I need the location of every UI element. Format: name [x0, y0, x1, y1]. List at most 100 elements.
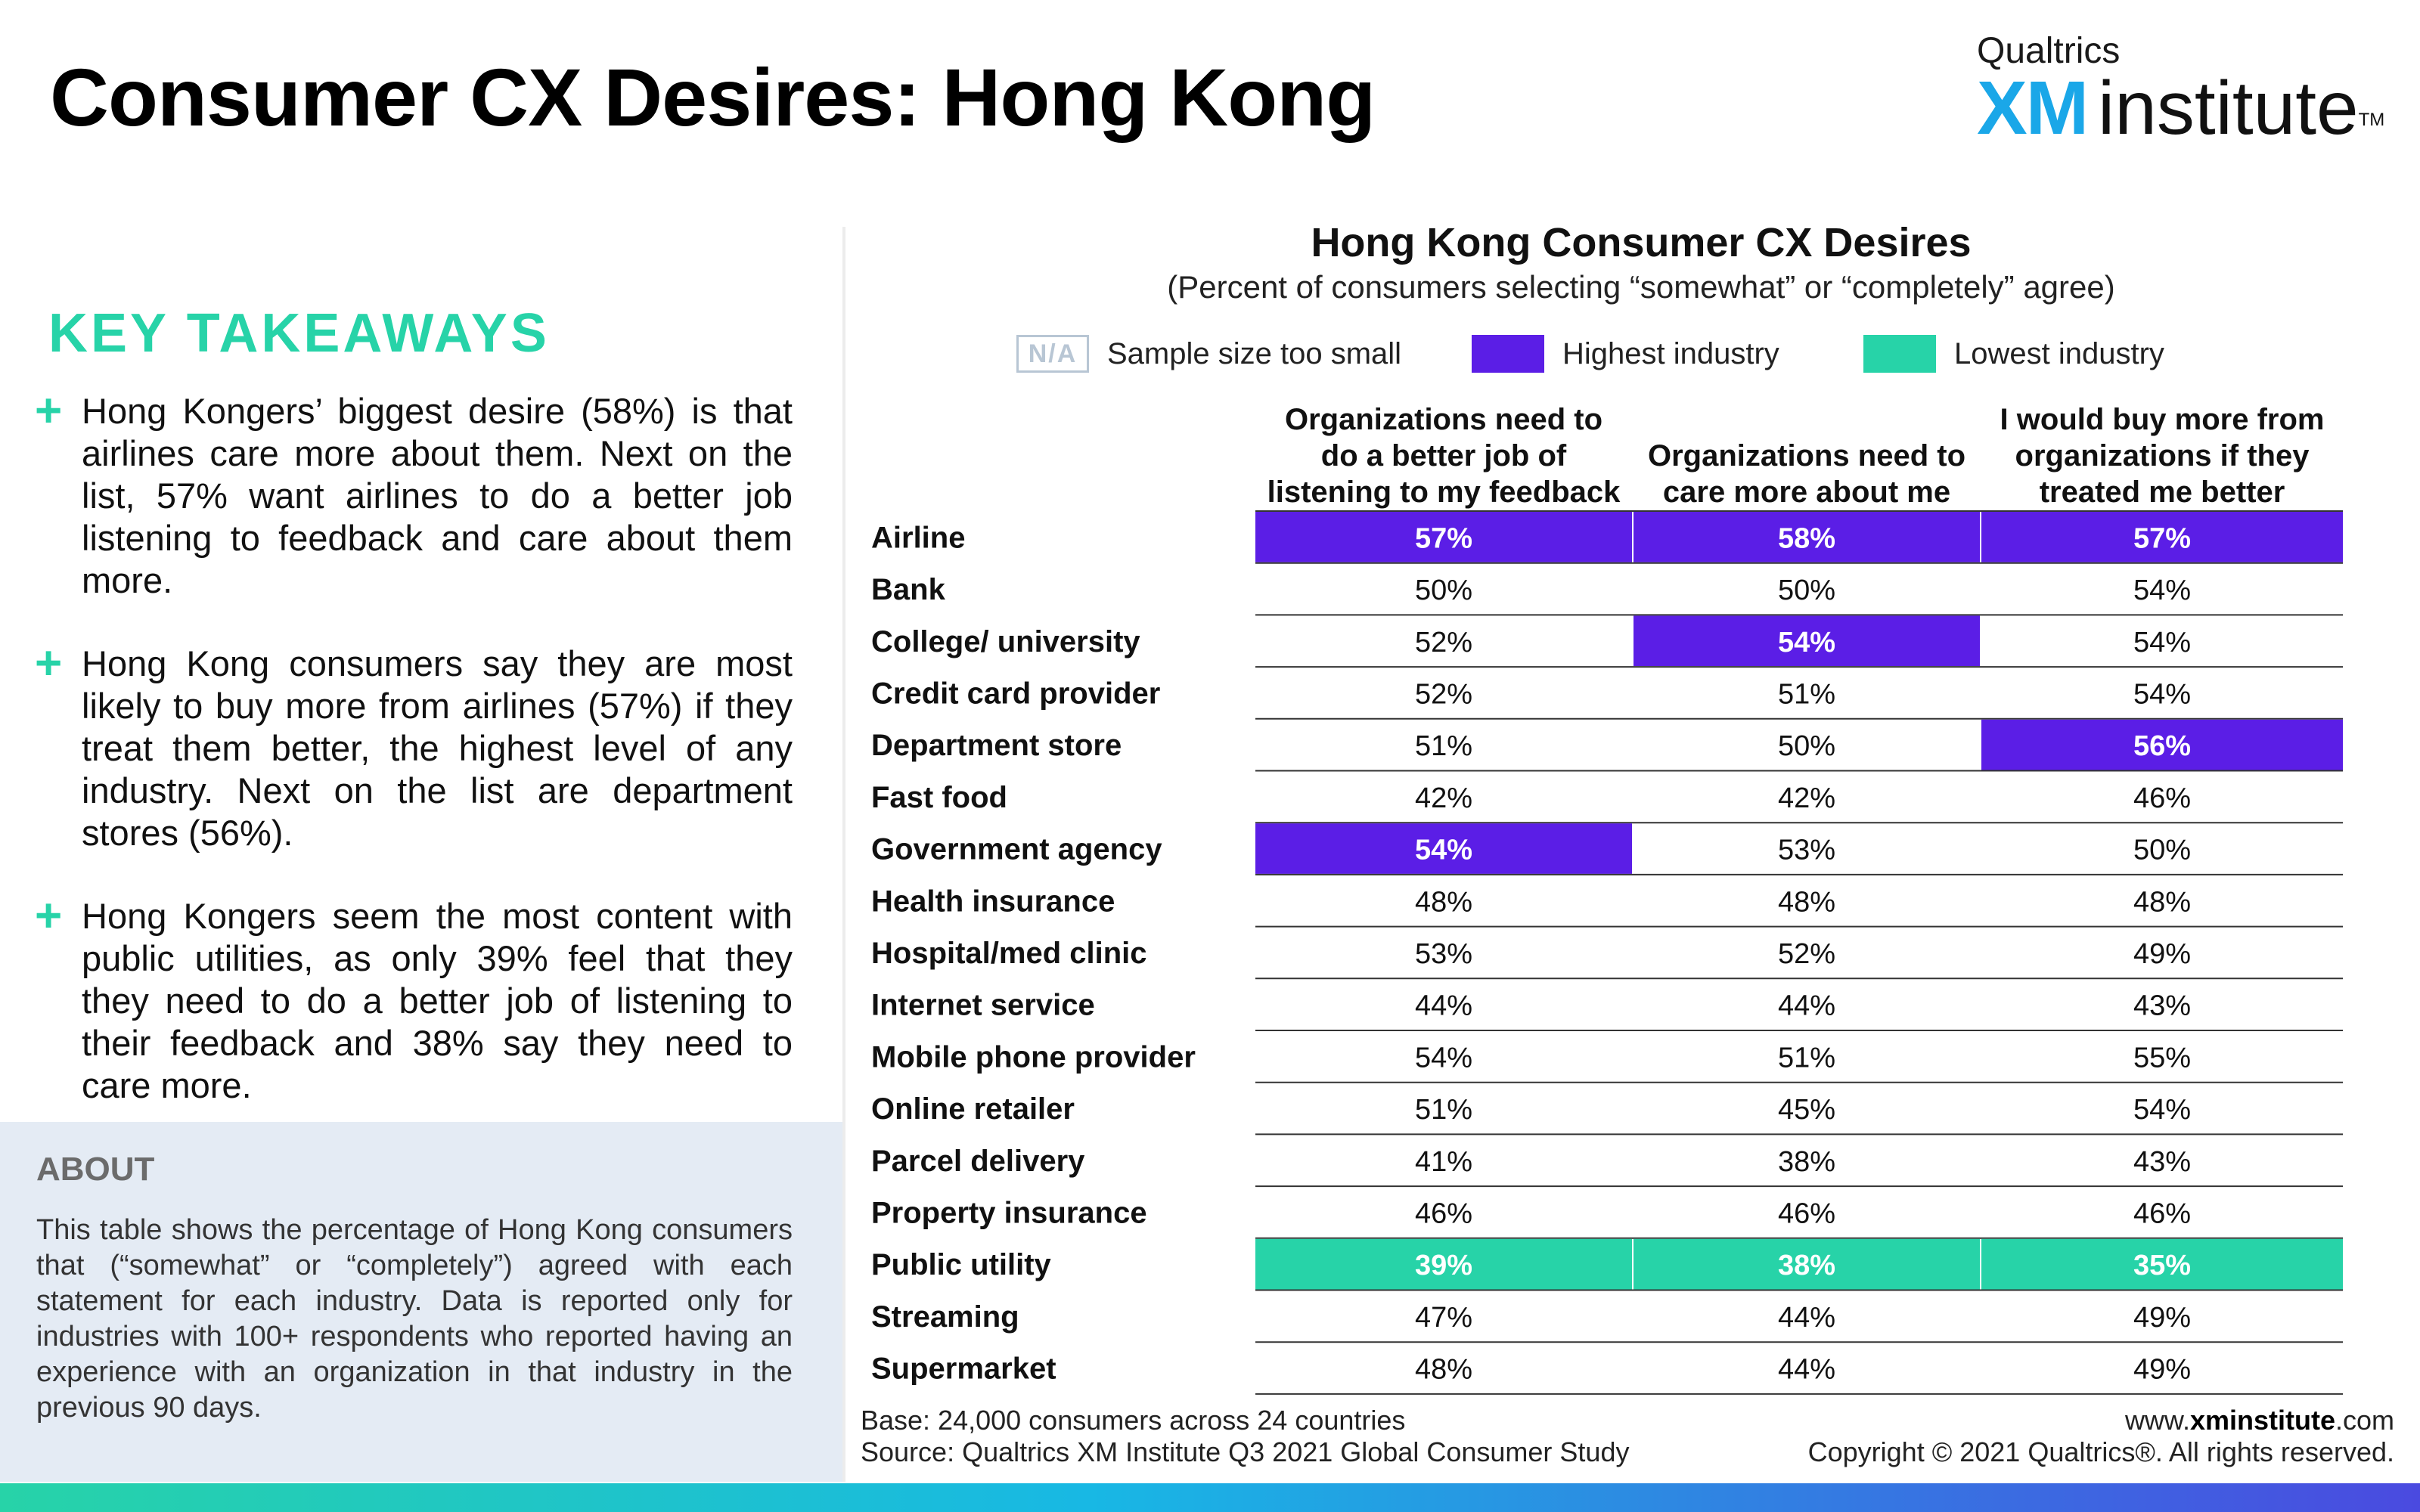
cell-value: 35%	[2133, 1250, 2191, 1281]
legend-highest: Highest industry	[1472, 334, 1779, 373]
cell-value: 38%	[1778, 1146, 1835, 1178]
cell-value: 47%	[1415, 1302, 1472, 1334]
cell-value: 42%	[1778, 782, 1835, 814]
copyright-text: Copyright © 2021 Qualtrics®. All rights …	[1807, 1436, 2394, 1467]
lowest-cell	[1981, 1238, 2343, 1290]
plus-icon: +	[35, 385, 63, 437]
cell-value: 52%	[1778, 938, 1835, 970]
xm-institute-logo: XM instituteTM	[1977, 67, 2384, 150]
row-label: Government agency	[871, 833, 1162, 866]
legend-na-label: Sample size too small	[1107, 336, 1402, 370]
row-label: Bank	[871, 573, 946, 606]
column-header-line: do a better job of	[1321, 439, 1567, 472]
cell-value: 51%	[1778, 1042, 1835, 1074]
column-header-line: Organizations need to	[1285, 403, 1602, 436]
row-label: Airline	[871, 521, 965, 554]
about-text: This table shows the percentage of Hong …	[36, 1214, 793, 1424]
takeaway-item: + Hong Kongers seem the most content wit…	[35, 890, 793, 1107]
column-divider	[842, 227, 845, 1482]
cell-value: 44%	[1415, 990, 1472, 1022]
row-label: Public utility	[871, 1248, 1052, 1281]
takeaway-item: + Hong Kong consumers say they are most …	[35, 637, 793, 854]
copyright-block: www.xminstitute.com Copyright © 2021 Qua…	[1808, 1405, 2394, 1468]
cell-value: 51%	[1415, 1094, 1472, 1126]
cell-value: 52%	[1415, 678, 1472, 710]
column-header-line: care more about me	[1663, 476, 1950, 509]
cell-value: 44%	[1778, 990, 1835, 1022]
row-label: Fast food	[871, 781, 1007, 814]
cell-value: 48%	[1415, 886, 1472, 918]
legend-lowest-label: Lowest industry	[1954, 336, 2164, 370]
logo-trademark: TM	[2358, 110, 2385, 130]
cell-value: 53%	[1778, 835, 1835, 866]
cell-value: 49%	[2133, 1354, 2191, 1386]
cell-value: 49%	[2133, 1302, 2191, 1334]
takeaway-text: Hong Kong consumers say they are most li…	[82, 643, 793, 853]
highest-cell	[1981, 719, 2343, 770]
column-header-line: listening to my feedback	[1267, 476, 1621, 509]
cell-value: 50%	[1778, 730, 1835, 762]
cell-value: 54%	[2133, 627, 2191, 658]
row-label: Health insurance	[871, 885, 1115, 918]
cell-value: 56%	[2133, 730, 2191, 762]
row-label: Department store	[871, 729, 1122, 762]
lowest-cell	[1255, 1238, 1632, 1290]
cell-value: 55%	[2133, 1042, 2191, 1074]
lowest-cell	[1634, 1238, 1980, 1290]
logo-xm-text: XM	[1977, 66, 2089, 150]
cell-value: 54%	[1778, 627, 1835, 658]
base-note: Base: 24,000 consumers across 24 countri…	[861, 1405, 1406, 1436]
cell-value: 58%	[1778, 522, 1835, 554]
row-label: Parcel delivery	[871, 1145, 1085, 1178]
row-label: Hospital/med clinic	[871, 937, 1147, 970]
row-label: Streaming	[871, 1300, 1019, 1334]
cell-value: 53%	[1415, 938, 1472, 970]
lowest-swatch	[1863, 335, 1936, 373]
row-label: Mobile phone provider	[871, 1040, 1196, 1074]
cell-value: 43%	[2133, 990, 2191, 1022]
column-header-line: Organizations need to	[1648, 439, 1965, 472]
url-prefix: www.	[2124, 1405, 2190, 1436]
cell-value: 45%	[1778, 1094, 1835, 1126]
row-label: College/ university	[871, 625, 1140, 658]
cell-value: 51%	[1778, 678, 1835, 710]
cell-value: 46%	[1415, 1198, 1472, 1229]
plus-icon: +	[35, 637, 63, 689]
legend-highest-label: Highest industry	[1562, 336, 1779, 370]
cell-value: 48%	[2133, 886, 2191, 918]
row-label: Property insurance	[871, 1196, 1147, 1229]
takeaway-text: Hong Kongers seem the most content with …	[82, 896, 793, 1105]
cell-value: 48%	[1778, 886, 1835, 918]
cell-value: 42%	[1415, 782, 1472, 814]
key-takeaways-heading: KEY TAKEAWAYS	[48, 303, 550, 364]
row-label: Internet service	[871, 989, 1095, 1022]
row-label: Supermarket	[871, 1352, 1056, 1386]
logo-brand-text: Qualtrics	[1977, 31, 2121, 71]
cell-value: 46%	[2133, 782, 2191, 814]
cell-value: 54%	[2133, 1094, 2191, 1126]
cell-value: 54%	[1415, 835, 1472, 866]
cell-value: 43%	[2133, 1146, 2191, 1178]
url-domain: xminstitute	[2189, 1405, 2335, 1436]
cell-value: 57%	[1415, 522, 1472, 554]
legend-na: N/A Sample size too small	[1016, 334, 1401, 373]
plus-icon: +	[35, 890, 63, 942]
about-heading: ABOUT	[36, 1151, 155, 1188]
cell-value: 44%	[1778, 1354, 1835, 1386]
cell-value: 50%	[2133, 835, 2191, 866]
cell-value: 46%	[2133, 1198, 2191, 1229]
website-url: www.xminstitute.com	[1808, 1405, 2394, 1436]
highest-cell	[1981, 512, 2343, 562]
about-panel: ABOUT This table shows the percentage of…	[0, 1122, 842, 1482]
cell-value: 49%	[2133, 938, 2191, 970]
row-label: Online retailer	[871, 1092, 1075, 1126]
bottom-gradient-bar	[0, 1483, 2420, 1512]
logo-institute-text: institute	[2098, 66, 2359, 150]
takeaway-item: + Hong Kongers’ biggest desire (58%) is …	[35, 385, 793, 602]
source-line: Source: Qualtrics XM Institute Q3 2021 G…	[861, 1436, 1630, 1467]
cell-value: 57%	[2133, 522, 2191, 554]
column-header-line: organizations if they	[2015, 439, 2310, 472]
cell-value: 51%	[1415, 730, 1472, 762]
highest-swatch	[1472, 335, 1544, 373]
